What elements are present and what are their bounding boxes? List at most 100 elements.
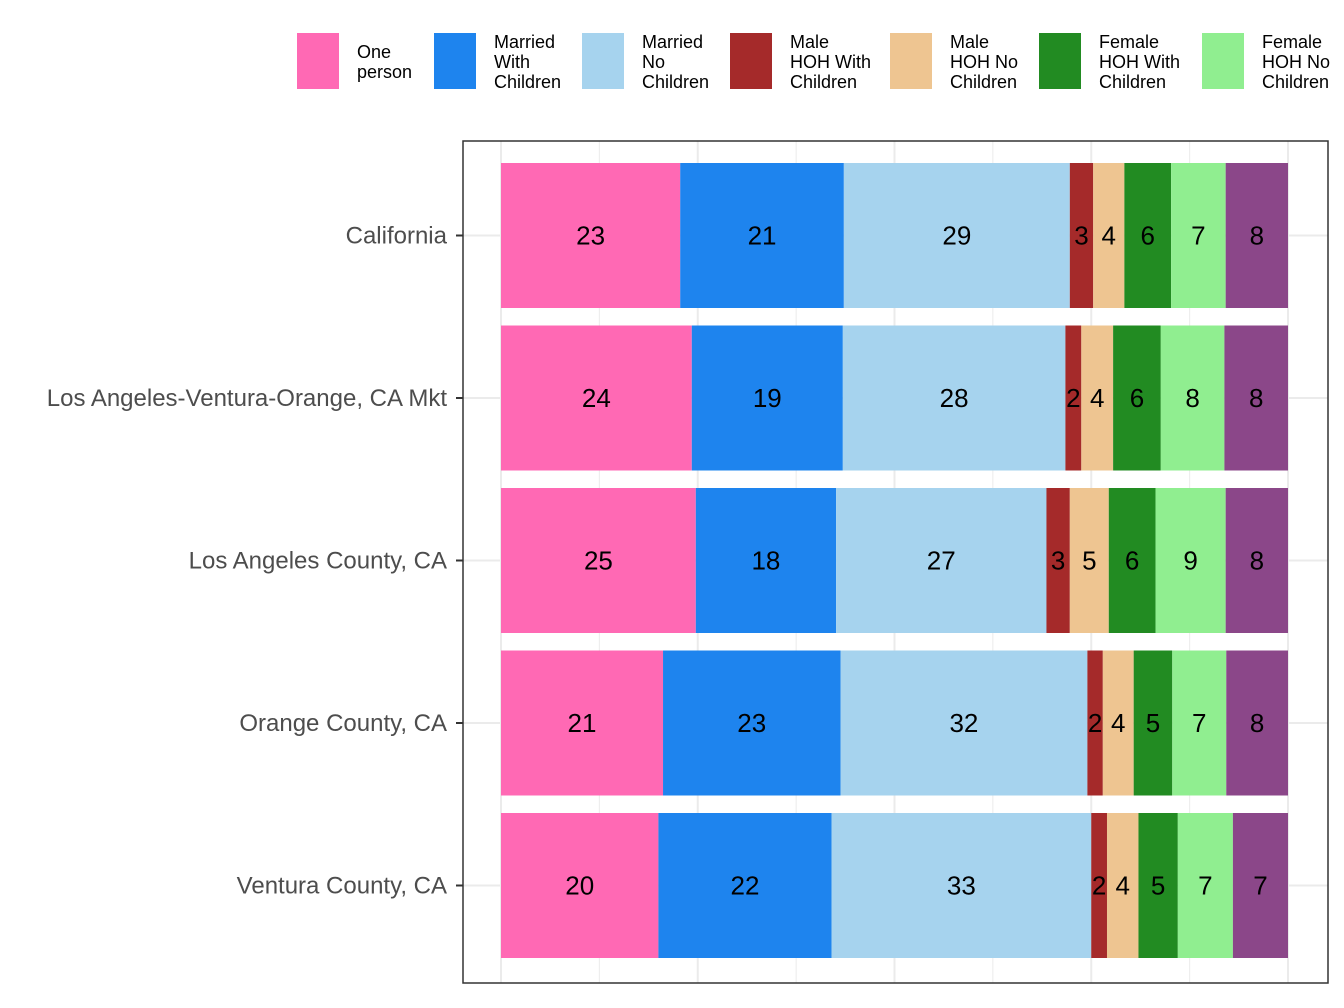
data-label: 28	[940, 383, 969, 413]
plot-border	[462, 140, 1329, 984]
data-label: 5	[1082, 546, 1096, 576]
bar-segment	[1232, 813, 1288, 958]
bar-segment	[831, 813, 1092, 958]
bar-segment	[1160, 325, 1225, 471]
legend-label: Female HOH With Children	[1099, 32, 1180, 92]
bar-segment	[1069, 163, 1094, 308]
data-label: 32	[949, 708, 978, 738]
bar-segment	[840, 650, 1088, 796]
bar-segment	[1138, 813, 1178, 958]
bar-segment	[691, 325, 843, 471]
legend-key	[1202, 33, 1244, 89]
data-label: 5	[1151, 871, 1165, 901]
data-label: 18	[751, 546, 780, 576]
bar-segment	[1102, 650, 1134, 796]
legend-key	[297, 33, 339, 89]
bar-segment	[1113, 325, 1161, 471]
bar-segment	[1108, 488, 1156, 633]
bar-segment	[501, 650, 664, 796]
data-label: 4	[1111, 708, 1125, 738]
bar-segment	[1124, 163, 1172, 308]
legend-key	[434, 33, 476, 89]
data-label: 3	[1051, 546, 1065, 576]
bar-segment	[501, 813, 659, 958]
bar-segment	[1046, 488, 1070, 633]
data-label: 8	[1250, 708, 1264, 738]
data-label: 2	[1088, 708, 1102, 738]
bar-segment	[1069, 488, 1109, 633]
data-label: 4	[1090, 383, 1104, 413]
data-label: 27	[927, 546, 956, 576]
bar-segment	[1225, 488, 1288, 633]
bar-segment	[1226, 650, 1288, 796]
bar-segment	[1087, 650, 1103, 796]
data-label: 8	[1250, 546, 1264, 576]
bar-segment	[1225, 163, 1288, 308]
y-tick-label: Ventura County, CA	[237, 873, 447, 900]
data-label: 21	[568, 708, 597, 738]
legend-label: Male HOH No Children	[950, 32, 1019, 92]
bar-segment	[842, 325, 1066, 471]
y-tick-label: California	[346, 223, 448, 250]
data-label: 8	[1249, 383, 1263, 413]
y-tick-label: Los Angeles County, CA	[189, 548, 447, 575]
bar-segment	[1171, 163, 1226, 308]
y-tick-label: Los Angeles-Ventura-Orange, CA Mkt	[47, 385, 448, 412]
bar-segment	[1065, 325, 1082, 471]
data-label: 5	[1146, 708, 1160, 738]
data-label: 23	[737, 708, 766, 738]
data-label: 22	[731, 871, 760, 901]
legend-label: Married No Children	[642, 32, 710, 92]
bar-segment	[1133, 650, 1173, 796]
legend-label: Married With Children	[494, 32, 562, 92]
data-label: 7	[1253, 871, 1267, 901]
data-label: 2	[1066, 383, 1080, 413]
data-label: 9	[1183, 546, 1197, 576]
bar-segment	[1155, 488, 1226, 633]
bar-segment	[501, 488, 696, 633]
legend-label: Male HOH With Children	[790, 32, 871, 92]
bar-segment	[1081, 325, 1114, 471]
bar-segment	[501, 163, 681, 308]
bar-segment	[843, 163, 1070, 308]
data-label: 3	[1074, 221, 1088, 251]
data-label: 23	[576, 221, 605, 251]
data-label: 6	[1141, 221, 1155, 251]
bar-segment	[695, 488, 837, 633]
data-label: 7	[1191, 221, 1205, 251]
data-label: 19	[753, 383, 782, 413]
bar-segment	[1106, 813, 1139, 958]
data-label: 24	[582, 383, 611, 413]
bar-segment	[1177, 813, 1233, 958]
legend-label: One person	[357, 42, 413, 82]
bar-segment	[663, 650, 841, 796]
bar-segment	[1224, 325, 1288, 471]
bar-segment	[1091, 813, 1107, 958]
data-label: 2	[1092, 871, 1106, 901]
data-label: 25	[584, 546, 613, 576]
data-label: 7	[1198, 871, 1212, 901]
data-label: 4	[1102, 221, 1116, 251]
data-label: 6	[1130, 383, 1144, 413]
data-label: 6	[1125, 546, 1139, 576]
legend-label: Female HOH No Children	[1262, 32, 1331, 92]
data-label: 8	[1185, 383, 1199, 413]
legend-key	[582, 33, 624, 89]
data-label: 8	[1250, 221, 1264, 251]
legend-key	[730, 33, 772, 89]
data-label: 29	[942, 221, 971, 251]
bar-segment	[680, 163, 844, 308]
bar-segment	[658, 813, 832, 958]
legend-key	[890, 33, 932, 89]
data-label: 33	[947, 871, 976, 901]
bar-segment	[1172, 650, 1227, 796]
bar-segment	[1093, 163, 1125, 308]
bar-segment	[836, 488, 1047, 633]
data-label: 20	[565, 871, 594, 901]
data-label: 7	[1192, 708, 1206, 738]
y-tick-label: Orange County, CA	[239, 710, 447, 737]
data-label: 4	[1115, 871, 1129, 901]
data-label: 21	[748, 221, 777, 251]
legend-key	[1039, 33, 1081, 89]
